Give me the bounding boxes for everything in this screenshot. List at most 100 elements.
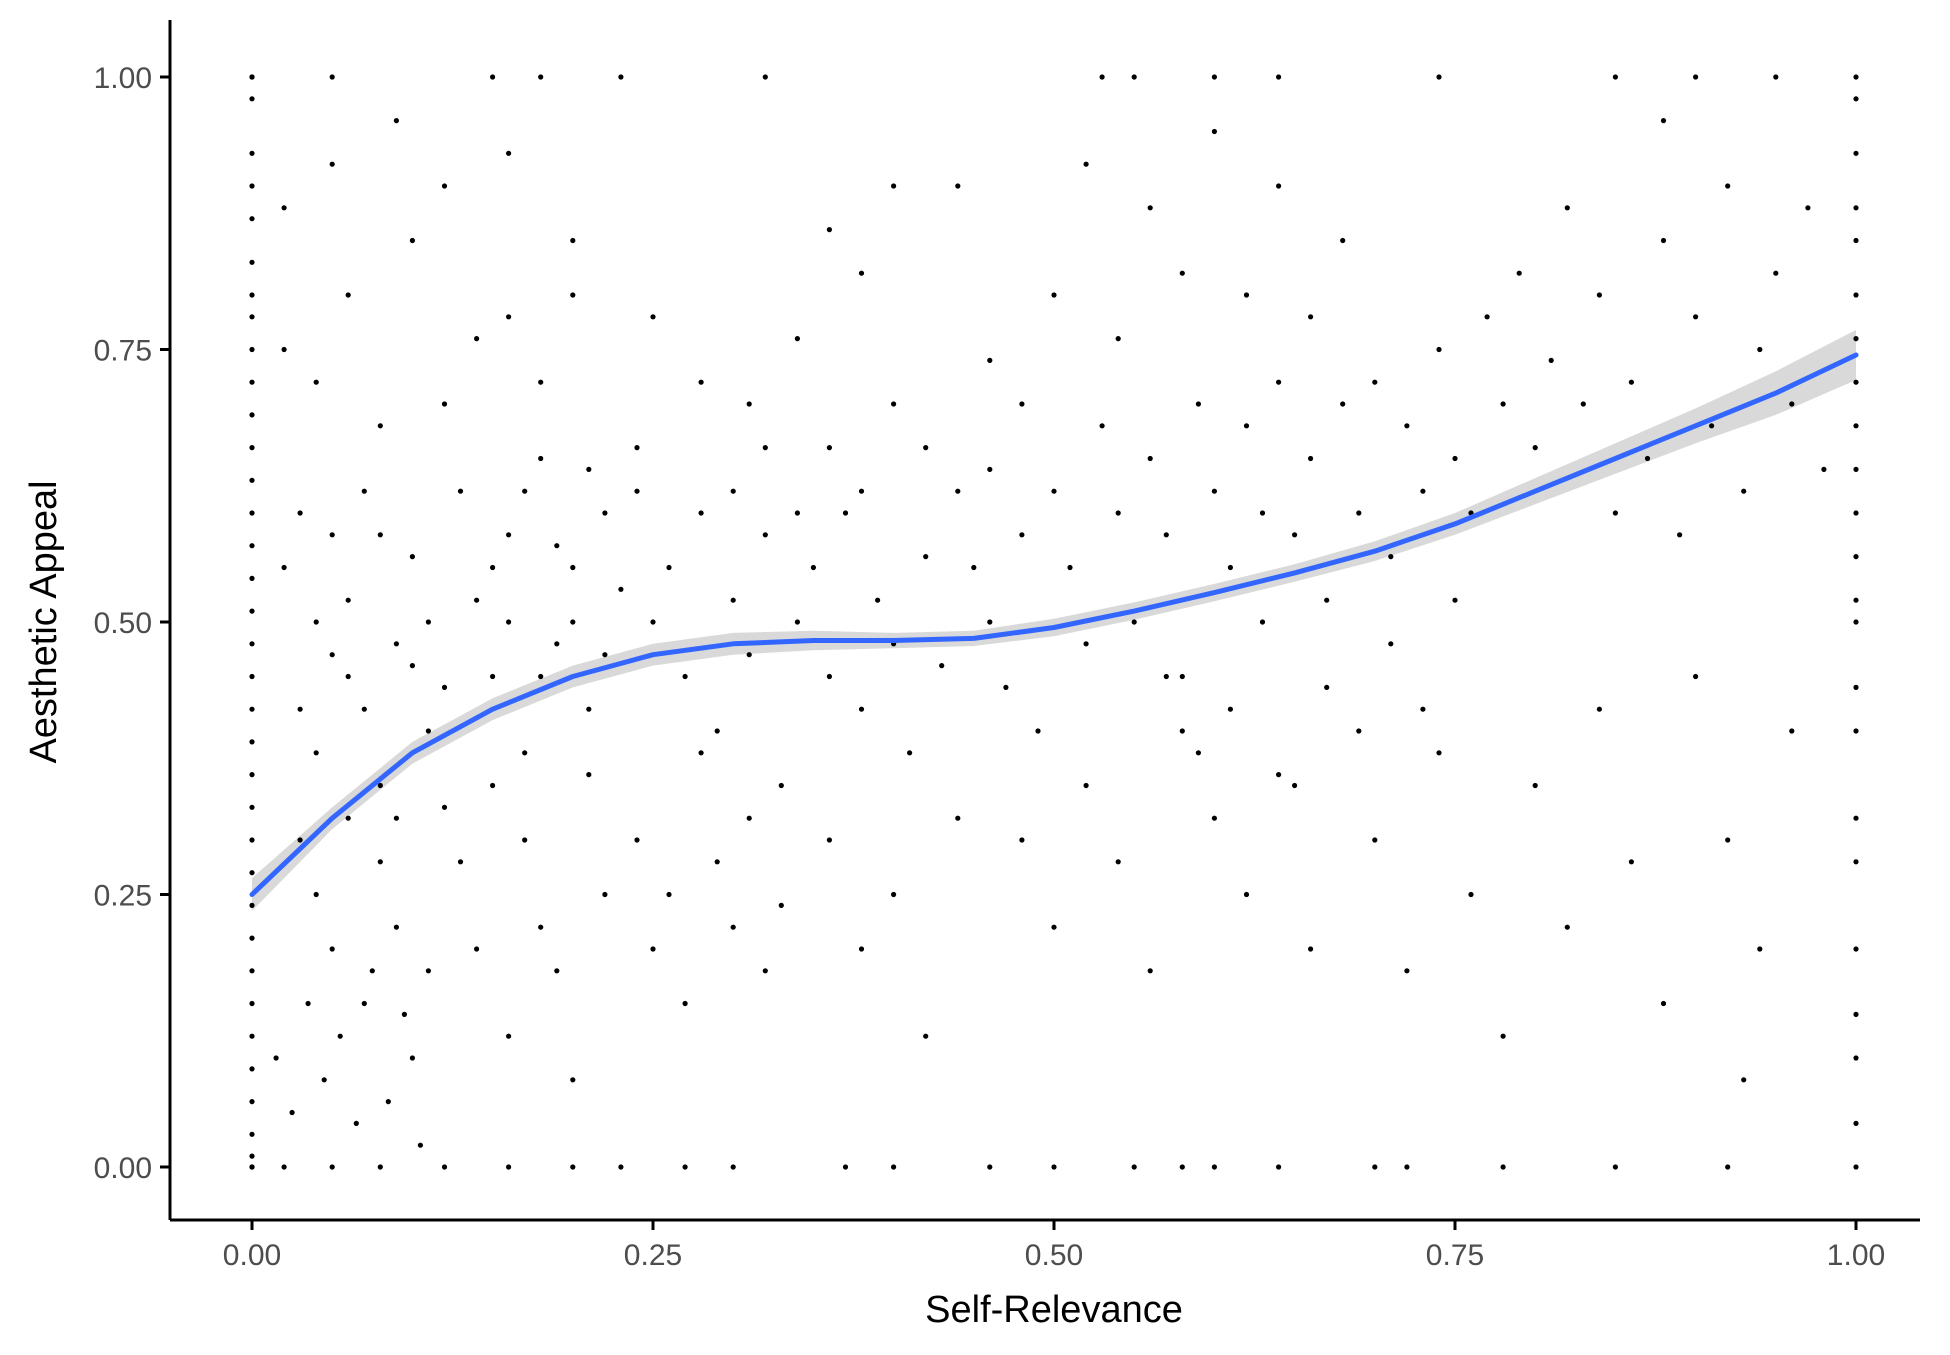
data-point	[506, 532, 512, 538]
data-point	[1308, 946, 1314, 952]
data-point	[1051, 1164, 1057, 1170]
data-point	[1853, 74, 1859, 80]
data-point	[1404, 1164, 1410, 1170]
data-point	[1211, 488, 1217, 494]
data-point	[858, 706, 865, 712]
data-point	[393, 924, 399, 930]
data-point	[634, 445, 640, 451]
data-point	[1404, 968, 1410, 974]
data-point	[457, 859, 464, 865]
data-point	[1083, 641, 1089, 647]
data-point	[1436, 74, 1442, 80]
data-point	[1853, 619, 1859, 625]
data-point	[586, 772, 592, 778]
data-point	[249, 968, 255, 974]
data-point	[506, 1164, 512, 1170]
data-point	[1853, 292, 1859, 298]
data-point	[1853, 946, 1859, 952]
data-point	[1227, 564, 1233, 571]
data-point	[409, 1055, 415, 1061]
data-point	[305, 1000, 311, 1007]
data-point	[1789, 728, 1795, 734]
data-point	[1853, 205, 1859, 211]
data-point	[1853, 1011, 1859, 1018]
data-point	[570, 237, 576, 244]
data-point	[1163, 532, 1169, 538]
data-point	[923, 554, 929, 560]
data-point	[1853, 684, 1859, 691]
data-point	[826, 227, 833, 233]
data-point	[1035, 728, 1041, 734]
data-point	[281, 205, 287, 211]
data-point	[746, 401, 752, 407]
data-point	[249, 935, 255, 941]
data-point	[955, 488, 961, 494]
data-point	[1211, 1164, 1217, 1170]
confidence-ribbon-layer	[252, 329, 1856, 911]
data-point	[923, 445, 929, 451]
data-point	[730, 924, 736, 930]
data-point	[1276, 379, 1282, 385]
data-point	[1757, 346, 1763, 353]
data-point	[1709, 423, 1715, 429]
data-point	[858, 488, 865, 494]
data-point	[1596, 292, 1602, 298]
data-point	[586, 706, 592, 712]
data-point	[987, 466, 993, 472]
data-point	[297, 510, 303, 516]
data-point	[329, 74, 335, 80]
x-tick-label: 1.00	[1827, 1239, 1885, 1272]
data-point	[249, 96, 255, 102]
data-point	[538, 924, 544, 930]
data-point	[1131, 619, 1137, 625]
data-point	[313, 750, 319, 756]
data-point	[1211, 128, 1217, 135]
data-point	[369, 968, 375, 974]
data-point	[249, 1164, 255, 1170]
data-point	[538, 673, 544, 680]
data-point	[1099, 74, 1105, 80]
data-point	[1660, 237, 1667, 244]
data-point	[1340, 237, 1346, 244]
data-point	[313, 891, 319, 898]
data-point	[1853, 1164, 1859, 1170]
data-point	[1853, 423, 1859, 429]
data-point	[1853, 237, 1859, 244]
data-point	[1853, 815, 1859, 821]
data-point	[987, 1164, 993, 1170]
data-point	[441, 684, 448, 691]
data-point	[345, 673, 351, 680]
data-point	[1484, 314, 1490, 320]
x-tick-label: 0.75	[1426, 1239, 1484, 1272]
data-point	[353, 1120, 359, 1126]
data-point	[385, 1099, 391, 1105]
data-point	[650, 946, 656, 952]
data-point	[393, 815, 399, 821]
smooth-trend-line	[249, 352, 1859, 897]
y-tick-label: 0.50	[94, 607, 152, 640]
data-point	[538, 74, 544, 80]
data-point	[698, 510, 704, 516]
data-point	[1259, 619, 1266, 625]
data-point	[417, 1142, 423, 1148]
data-point	[409, 237, 415, 244]
data-point	[891, 401, 897, 407]
data-point	[1051, 292, 1057, 298]
data-point	[762, 74, 768, 80]
x-tick-label: 0.00	[223, 1239, 281, 1272]
confidence-ribbon	[252, 329, 1856, 911]
data-point	[1853, 510, 1859, 516]
data-point	[1051, 488, 1057, 494]
data-point	[249, 673, 255, 680]
data-point	[297, 706, 303, 712]
data-point	[1628, 379, 1634, 385]
data-point	[602, 891, 608, 898]
data-point	[762, 532, 768, 538]
data-point	[762, 445, 768, 451]
data-point	[393, 118, 399, 124]
data-point	[249, 543, 255, 549]
data-point	[249, 379, 255, 385]
data-point	[1019, 401, 1025, 407]
